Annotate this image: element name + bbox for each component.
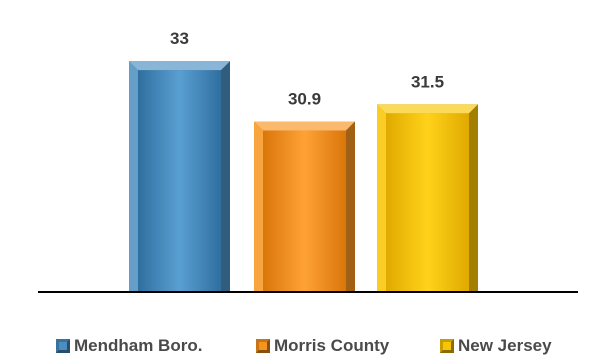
legend-item: New Jersey	[440, 336, 552, 355]
legend-label: Mendham Boro.	[74, 336, 202, 355]
legend-swatch	[440, 339, 454, 353]
legend-label: New Jersey	[458, 336, 552, 355]
value-label: 33	[170, 29, 189, 48]
legend-item: Morris County	[256, 336, 390, 355]
legend: Mendham Boro. Morris County New Jersey	[56, 336, 552, 355]
legend-swatch	[56, 339, 70, 353]
value-label: 31.5	[411, 72, 444, 91]
bars-group	[129, 61, 478, 291]
bar-mendham-boro	[129, 61, 230, 291]
bar-morris-county	[254, 121, 355, 291]
legend-swatch	[256, 339, 270, 353]
bar-new-jersey	[377, 104, 478, 291]
value-label: 30.9	[288, 90, 321, 109]
value-labels-group: 33 30.9 31.5	[170, 29, 444, 108]
legend-item: Mendham Boro.	[56, 336, 202, 355]
legend-label: Morris County	[274, 336, 390, 355]
